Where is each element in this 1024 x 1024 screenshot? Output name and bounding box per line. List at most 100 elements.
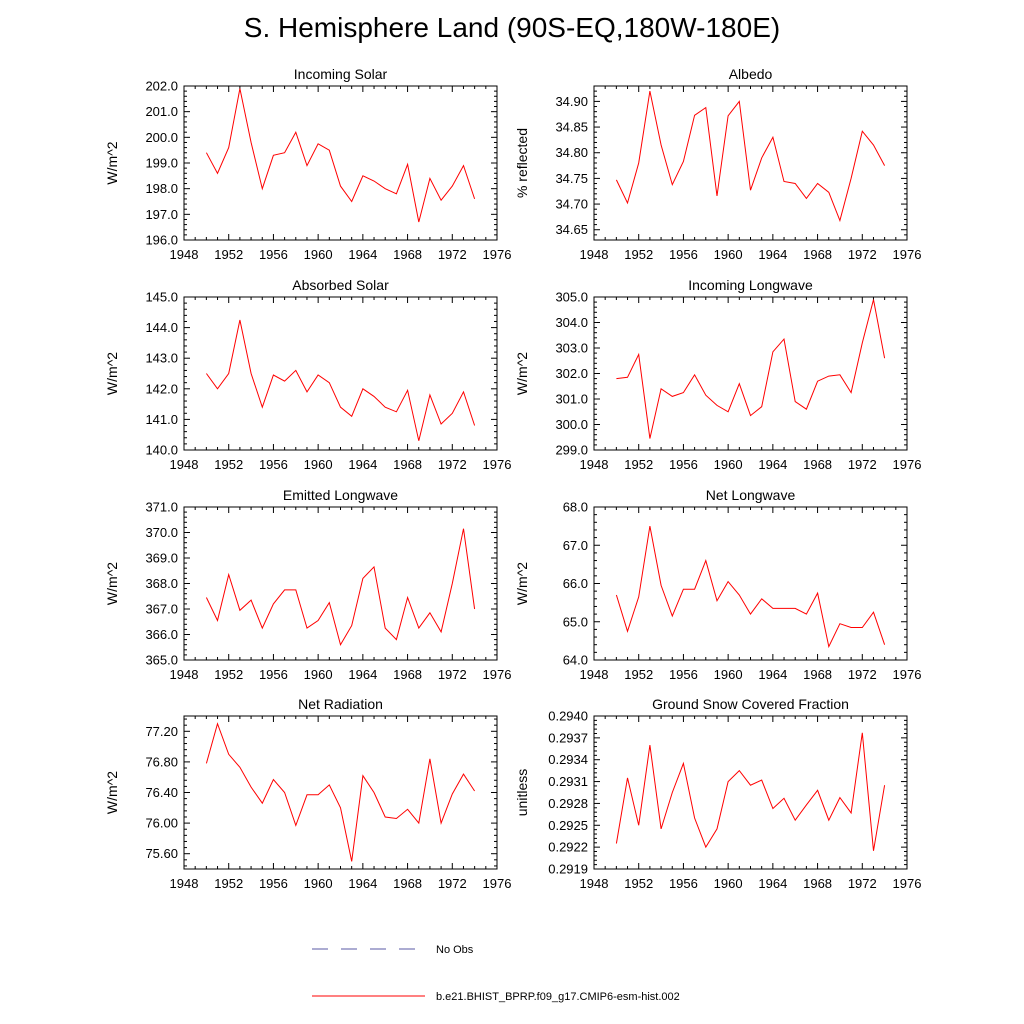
y-tick-label: 299.0	[555, 443, 588, 458]
x-tick-label: 1960	[304, 247, 333, 262]
x-tick-label: 1956	[259, 667, 288, 682]
y-tick-label: 368.0	[145, 576, 178, 591]
legend-model-label: b.e21.BHIST_BPRP.f09_g17.CMIP6-esm-hist.…	[436, 991, 680, 1003]
y-tick-label: 0.2922	[548, 840, 588, 855]
x-tick-label: 1956	[669, 876, 698, 891]
y-tick-label: 66.0	[563, 576, 588, 591]
y-tick-label: 0.2940	[548, 709, 588, 724]
panel-title: Incoming Longwave	[688, 277, 813, 293]
chart-panel: 1948 1952 1956 1960 1964 1968 1972 1976 299.0 300…	[514, 277, 921, 472]
x-tick-label: 1952	[214, 457, 243, 472]
series-line	[615, 90, 886, 223]
x-tick-label: 1956	[669, 457, 698, 472]
x-tick-label: 1964	[758, 667, 787, 682]
x-tick-label: 1952	[624, 247, 653, 262]
y-tick-label: 198.0	[145, 181, 178, 196]
x-tick-label: 1960	[714, 876, 743, 891]
figure-title: S. Hemisphere Land (90S-EQ,180W-180E)	[243, 12, 781, 43]
y-tick-label: 369.0	[145, 551, 178, 566]
x-tick-label: 1952	[214, 876, 243, 891]
y-tick-label: 0.2934	[548, 752, 588, 767]
y-tick-label: 302.0	[555, 366, 588, 381]
x-tick-label: 1964	[758, 876, 787, 891]
x-tick-label: 1952	[214, 667, 243, 682]
chart-panel: 1948 1952 1956 1960 1964 1968 1972 1976 34.65 34.…	[514, 66, 921, 262]
y-tick-label: 0.2931	[548, 774, 588, 789]
x-tick-label: 1972	[438, 876, 467, 891]
chart-panel: 1948 1952 1956 1960 1964 1968 1972 1976 196.0 197…	[104, 66, 511, 262]
y-axis-label: W/m^2	[514, 352, 530, 395]
y-tick-label: 34.80	[555, 145, 588, 160]
y-tick-label: 367.0	[145, 602, 178, 617]
x-tick-label: 1948	[580, 667, 609, 682]
y-axis-label: W/m^2	[104, 562, 120, 605]
y-tick-label: 301.0	[555, 392, 588, 407]
x-tick-label: 1964	[348, 876, 377, 891]
x-tick-label: 1956	[259, 457, 288, 472]
x-tick-label: 1948	[170, 457, 199, 472]
chart-panels: 1948 1952 1956 1960 1964 1968 1972 1976 196.0 197…	[104, 66, 921, 891]
x-tick-label: 1956	[259, 876, 288, 891]
x-tick-label: 1976	[893, 457, 922, 472]
y-tick-label: 34.75	[555, 171, 588, 186]
x-tick-label: 1964	[348, 667, 377, 682]
chart-panel: 1948 1952 1956 1960 1964 1968 1972 1976 64.0 65.0…	[514, 487, 921, 682]
y-tick-label: 371.0	[145, 500, 178, 515]
y-tick-label: 0.2925	[548, 818, 588, 833]
x-tick-label: 1968	[393, 457, 422, 472]
series-line	[615, 526, 886, 649]
y-tick-label: 34.90	[555, 94, 588, 109]
chart-panel: 1948 1952 1956 1960 1964 1968 1972 1976 0.2919 0.…	[514, 696, 921, 891]
y-tick-label: 304.0	[555, 315, 588, 330]
series-line	[205, 319, 476, 441]
series-line	[205, 722, 476, 862]
panel-title: Albedo	[729, 66, 773, 82]
plot-frame	[183, 296, 498, 451]
x-tick-label: 1952	[624, 457, 653, 472]
y-tick-label: 201.0	[145, 104, 178, 119]
x-tick-label: 1956	[259, 247, 288, 262]
y-tick-label: 141.0	[145, 412, 178, 427]
y-tick-label: 77.20	[145, 724, 178, 739]
x-tick-label: 1976	[893, 667, 922, 682]
y-tick-label: 0.2937	[548, 730, 588, 745]
y-axis-label: W/m^2	[104, 141, 120, 184]
y-tick-label: 143.0	[145, 351, 178, 366]
chart-panel: 1948 1952 1956 1960 1964 1968 1972 1976 75.60 76.…	[104, 696, 511, 891]
y-tick-label: 34.70	[555, 197, 588, 212]
series-line	[205, 88, 476, 223]
x-tick-label: 1948	[170, 876, 199, 891]
panel-title: Emitted Longwave	[283, 487, 398, 503]
y-axis-label: W/m^2	[104, 771, 120, 814]
y-tick-label: 365.0	[145, 653, 178, 668]
y-tick-label: 142.0	[145, 381, 178, 396]
panel-title: Net Radiation	[298, 696, 383, 712]
y-tick-label: 200.0	[145, 130, 178, 145]
series-line	[615, 732, 886, 851]
x-tick-label: 1972	[438, 247, 467, 262]
y-tick-label: 76.80	[145, 754, 178, 769]
y-axis-label: unitless	[514, 769, 530, 816]
x-tick-label: 1948	[170, 667, 199, 682]
y-tick-label: 370.0	[145, 525, 178, 540]
x-tick-label: 1968	[803, 457, 832, 472]
x-tick-label: 1960	[304, 667, 333, 682]
series-line	[616, 299, 886, 439]
x-tick-label: 1956	[669, 247, 698, 262]
x-tick-label: 1968	[803, 667, 832, 682]
x-tick-label: 1968	[803, 247, 832, 262]
x-tick-label: 1952	[214, 247, 243, 262]
y-tick-label: 67.0	[563, 538, 588, 553]
panel-title: Absorbed Solar	[292, 277, 389, 293]
y-tick-label: 34.65	[555, 222, 588, 237]
x-tick-label: 1972	[848, 876, 877, 891]
x-tick-label: 1960	[714, 457, 743, 472]
panel-title: Ground Snow Covered Fraction	[652, 696, 849, 712]
y-tick-label: 68.0	[563, 500, 588, 515]
x-tick-label: 1964	[758, 457, 787, 472]
x-tick-label: 1972	[848, 457, 877, 472]
y-tick-label: 305.0	[555, 290, 588, 305]
y-tick-label: 145.0	[145, 290, 178, 305]
x-tick-label: 1968	[803, 876, 832, 891]
